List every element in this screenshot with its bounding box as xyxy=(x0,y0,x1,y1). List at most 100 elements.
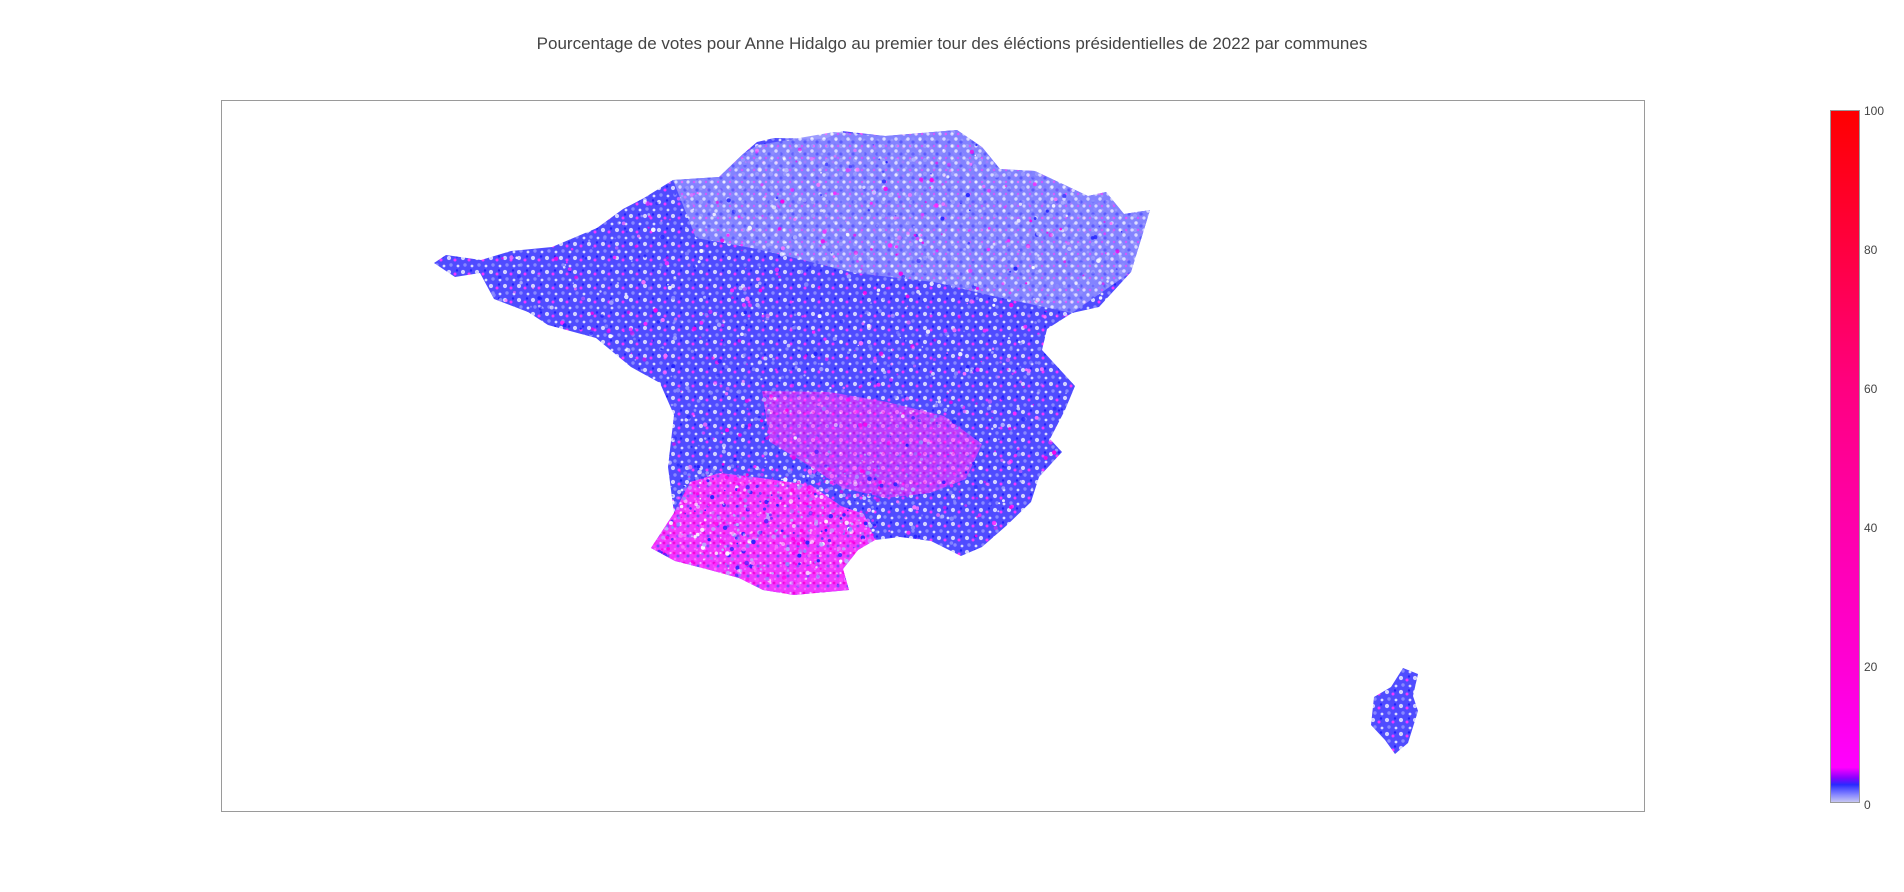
commune-speckle xyxy=(1120,231,1123,233)
commune-speckle xyxy=(771,534,776,539)
commune-speckle xyxy=(823,526,828,530)
commune-speckle xyxy=(697,469,702,475)
commune-speckle xyxy=(584,353,589,358)
commune-speckle xyxy=(883,186,888,192)
commune-speckle xyxy=(929,186,932,189)
commune-speckle xyxy=(634,359,637,361)
commune-speckle xyxy=(702,422,708,427)
commune-speckle xyxy=(867,568,871,572)
commune-speckle xyxy=(643,433,647,437)
commune-speckle xyxy=(1027,558,1031,562)
commune-speckle xyxy=(1012,233,1015,237)
commune-speckle xyxy=(916,258,921,264)
commune-speckle xyxy=(1012,369,1016,373)
commune-speckle xyxy=(550,407,555,413)
commune-speckle xyxy=(1115,268,1118,271)
commune-speckle xyxy=(1181,680,1183,682)
commune-speckle xyxy=(580,405,584,409)
commune-speckle xyxy=(851,577,854,580)
commune-speckle xyxy=(1186,743,1189,747)
commune-speckle xyxy=(526,150,532,155)
commune-speckle xyxy=(1179,740,1184,745)
commune-speckle xyxy=(661,488,666,493)
commune-speckle xyxy=(598,440,602,444)
commune-speckle xyxy=(1219,692,1224,697)
commune-speckle xyxy=(529,222,533,225)
commune-speckle xyxy=(671,495,673,497)
commune-speckle xyxy=(695,500,698,503)
commune-speckle xyxy=(1055,543,1058,546)
commune-speckle xyxy=(575,411,578,414)
commune-speckle xyxy=(794,563,798,566)
commune-speckle xyxy=(624,559,628,563)
commune-speckle xyxy=(819,244,822,247)
commune-speckle xyxy=(744,560,749,566)
commune-speckle xyxy=(1059,507,1064,512)
commune-speckle xyxy=(572,457,575,461)
commune-speckle xyxy=(851,540,855,543)
commune-speckle xyxy=(919,408,925,414)
commune-speckle xyxy=(824,488,829,493)
commune-speckle xyxy=(742,533,746,537)
commune-speckle xyxy=(803,356,805,358)
commune-speckle xyxy=(927,157,932,162)
commune-speckle xyxy=(874,473,878,476)
commune-speckle xyxy=(633,337,636,341)
colorbar-tick-label: 20 xyxy=(1864,660,1878,674)
commune-speckle xyxy=(560,384,564,389)
commune-speckle xyxy=(530,356,535,361)
commune-speckle xyxy=(720,339,723,342)
commune-speckle xyxy=(560,148,564,152)
commune-speckle xyxy=(990,238,993,242)
commune-speckle xyxy=(855,521,859,526)
commune-speckle xyxy=(684,512,687,515)
commune-speckle xyxy=(699,497,702,500)
commune-speckle xyxy=(819,542,824,547)
commune-speckle xyxy=(1048,440,1053,445)
commune-speckle xyxy=(816,471,820,476)
commune-speckle xyxy=(996,313,999,316)
commune-speckle xyxy=(672,442,676,446)
commune-speckle xyxy=(701,431,706,435)
commune-speckle xyxy=(495,347,499,350)
commune-speckle xyxy=(833,423,838,427)
commune-speckle xyxy=(1046,526,1051,531)
commune-speckle xyxy=(907,192,912,198)
commune-speckle xyxy=(745,363,749,366)
commune-speckle xyxy=(760,378,763,381)
commune-speckle xyxy=(909,575,914,580)
commune-speckle xyxy=(1001,282,1005,286)
commune-speckle xyxy=(886,441,891,446)
commune-speckle xyxy=(531,143,536,148)
commune-speckle xyxy=(766,498,771,502)
commune-speckle xyxy=(1175,685,1180,690)
commune-speckle xyxy=(796,480,801,485)
colorbar-tick-label: 60 xyxy=(1864,382,1878,396)
commune-speckle xyxy=(510,416,513,420)
commune-speckle xyxy=(1099,557,1101,559)
commune-speckle xyxy=(1100,142,1103,145)
commune-speckle xyxy=(675,388,681,393)
commune-speckle xyxy=(645,157,650,161)
commune-speckle xyxy=(835,572,838,575)
commune-speckle xyxy=(617,202,621,205)
commune-speckle xyxy=(904,516,907,519)
commune-speckle xyxy=(899,337,902,339)
commune-speckle xyxy=(790,488,795,493)
commune-speckle xyxy=(558,340,563,345)
commune-speckle xyxy=(844,520,849,526)
commune-speckle xyxy=(788,369,791,372)
commune-speckle xyxy=(640,214,644,218)
commune-speckle xyxy=(1023,324,1028,329)
commune-speckle xyxy=(799,528,804,533)
commune-speckle xyxy=(656,466,659,470)
commune-speckle xyxy=(573,355,577,358)
commune-speckle xyxy=(642,357,647,362)
commune-speckle xyxy=(543,517,548,522)
commune-speckle xyxy=(975,143,978,147)
commune-speckle xyxy=(735,504,739,508)
commune-speckle xyxy=(720,518,723,521)
commune-speckle xyxy=(1036,231,1041,236)
commune-speckle xyxy=(590,311,594,315)
commune-speckle xyxy=(881,170,885,174)
